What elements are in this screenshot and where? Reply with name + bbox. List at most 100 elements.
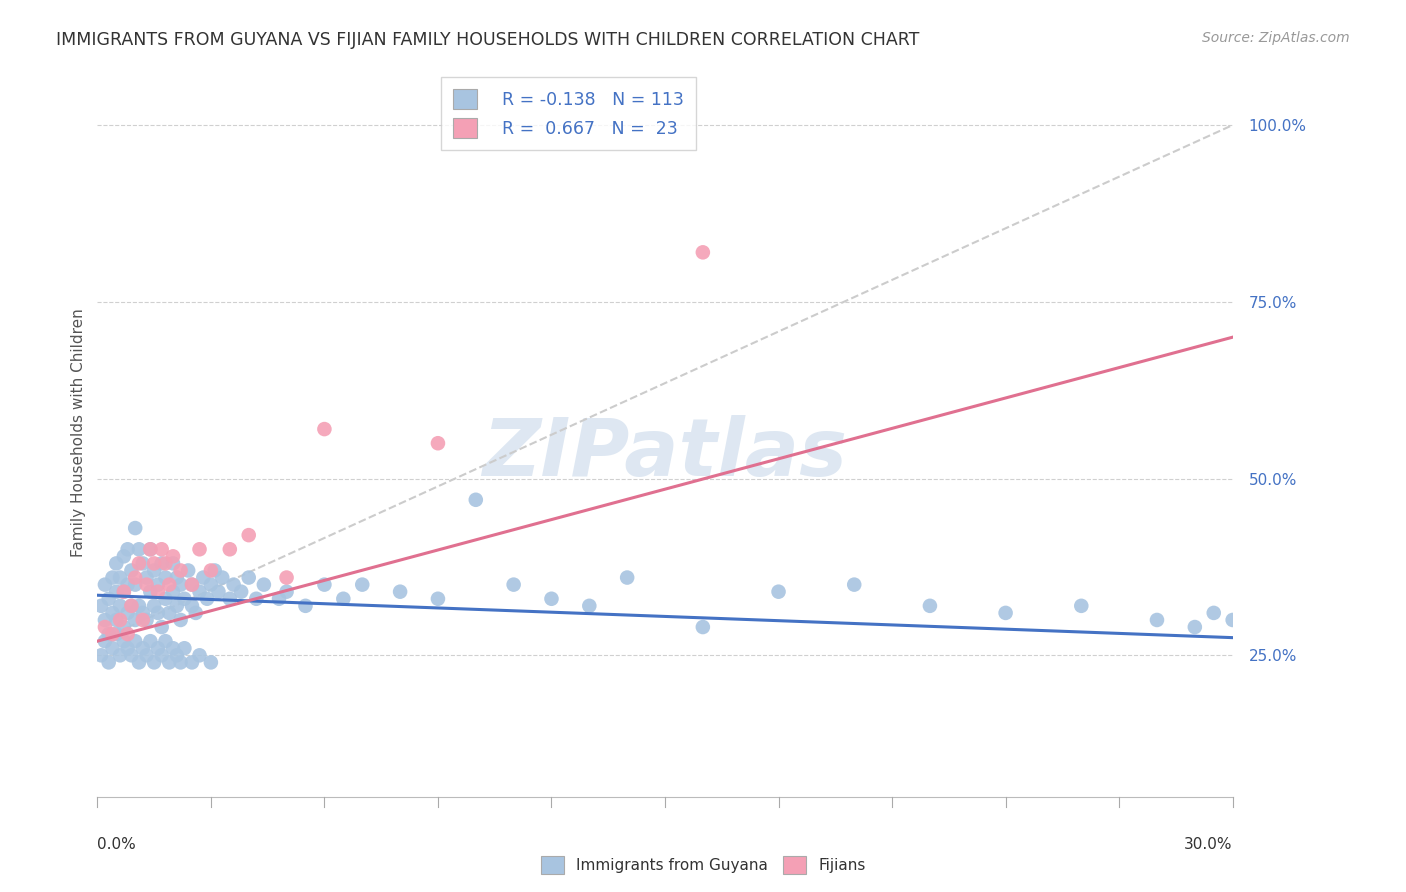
Point [155, 591, 177, 606]
Point [135, 613, 157, 627]
Point [139, 634, 162, 648]
Point [768, 584, 790, 599]
Point [276, 584, 298, 599]
Point [120, 599, 142, 613]
Text: IMMIGRANTS FROM GUYANA VS FIJIAN FAMILY HOUSEHOLDS WITH CHILDREN CORRELATION CHA: IMMIGRANTS FROM GUYANA VS FIJIAN FAMILY … [56, 31, 920, 49]
Point [117, 577, 139, 591]
Point [157, 577, 180, 591]
Point [94, 634, 117, 648]
Point [1222, 613, 1244, 627]
Point [692, 620, 714, 634]
Point [112, 620, 135, 634]
Point [157, 606, 180, 620]
Point [97, 656, 120, 670]
Point [181, 577, 204, 591]
Point [128, 542, 150, 557]
Point [117, 606, 139, 620]
Point [124, 613, 146, 627]
Point [218, 542, 240, 557]
Point [105, 557, 128, 571]
Point [578, 599, 600, 613]
Text: Source: ZipAtlas.com: Source: ZipAtlas.com [1202, 31, 1350, 45]
Legend:   R = -0.138   N = 113,   R =  0.667   N =  23: R = -0.138 N = 113, R = 0.667 N = 23 [441, 78, 696, 150]
Point [184, 606, 207, 620]
Point [108, 570, 131, 584]
Point [97, 627, 120, 641]
Point [150, 557, 173, 571]
Point [1146, 613, 1168, 627]
Point [155, 557, 177, 571]
Point [169, 656, 191, 670]
Text: 0.0%: 0.0% [97, 837, 136, 852]
Point [128, 557, 150, 571]
Point [238, 570, 260, 584]
Point [162, 549, 184, 564]
Point [146, 577, 169, 591]
Point [143, 599, 166, 613]
Point [112, 634, 135, 648]
Point [157, 656, 180, 670]
Point [166, 570, 188, 584]
Point [143, 557, 166, 571]
Point [90, 599, 112, 613]
Point [112, 549, 135, 564]
Point [105, 613, 128, 627]
Point [146, 641, 169, 656]
Point [166, 648, 188, 663]
Point [1184, 620, 1206, 634]
Point [211, 570, 233, 584]
Point [108, 613, 131, 627]
Point [177, 564, 200, 578]
Point [97, 591, 120, 606]
Point [166, 599, 188, 613]
Point [188, 648, 211, 663]
Point [616, 570, 638, 584]
Point [94, 577, 117, 591]
Point [108, 648, 131, 663]
Point [162, 584, 184, 599]
Point [181, 656, 204, 670]
Point [128, 656, 150, 670]
Point [994, 606, 1017, 620]
Point [218, 591, 240, 606]
Point [169, 613, 191, 627]
Point [844, 577, 866, 591]
Point [169, 564, 191, 578]
Point [173, 641, 195, 656]
Point [101, 641, 124, 656]
Point [120, 648, 142, 663]
Point [222, 577, 245, 591]
Point [169, 577, 191, 591]
Point [502, 577, 524, 591]
Point [117, 627, 139, 641]
Point [124, 634, 146, 648]
Point [108, 599, 131, 613]
Point [1202, 606, 1225, 620]
Point [105, 627, 128, 641]
Point [162, 641, 184, 656]
Point [132, 641, 155, 656]
Point [120, 564, 142, 578]
Point [143, 564, 166, 578]
Point [124, 570, 146, 584]
Point [146, 584, 169, 599]
Point [173, 591, 195, 606]
Point [1070, 599, 1092, 613]
Point [124, 521, 146, 535]
Y-axis label: Family Households with Children: Family Households with Children [72, 309, 86, 557]
Point [200, 564, 222, 578]
Point [90, 648, 112, 663]
Point [105, 584, 128, 599]
Point [155, 570, 177, 584]
Point [352, 577, 374, 591]
Point [128, 599, 150, 613]
Point [238, 528, 260, 542]
Point [253, 577, 276, 591]
Point [181, 599, 204, 613]
Point [150, 542, 173, 557]
Point [245, 591, 267, 606]
Point [124, 577, 146, 591]
Point [267, 591, 290, 606]
Point [135, 648, 157, 663]
Point [155, 634, 177, 648]
